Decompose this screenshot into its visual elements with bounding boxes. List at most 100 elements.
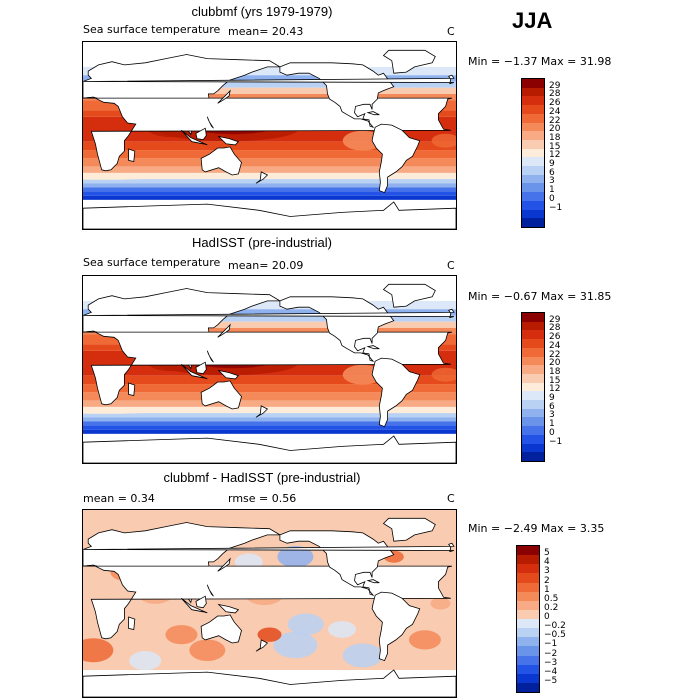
colorbar-swatch	[517, 591, 539, 601]
sst-band	[83, 195, 456, 200]
landmass	[255, 405, 269, 418]
panel-2-colorbar	[521, 312, 545, 462]
landmass	[255, 171, 269, 184]
sst-band	[83, 179, 456, 184]
landmass	[366, 345, 380, 350]
colorbar-tick-label: 9	[549, 393, 555, 404]
landmass	[217, 557, 231, 572]
landmass	[217, 89, 231, 104]
colorbar-swatch	[522, 382, 544, 392]
colorbar-swatch	[517, 646, 539, 656]
landmass	[200, 614, 242, 644]
colorbar-tick-label: 0.5	[544, 593, 559, 604]
landmass	[128, 616, 136, 630]
colorbar-swatch	[522, 339, 544, 348]
colorbar-swatch	[522, 166, 544, 175]
landmass	[128, 148, 136, 162]
colorbar-swatch	[522, 365, 544, 374]
colorbar-tick-label: 0	[549, 193, 555, 204]
colorbar-swatch	[517, 582, 539, 592]
colorbar-tick-label: 1	[549, 185, 555, 196]
sst-band	[83, 429, 456, 434]
colorbar-tick-label: 20	[549, 358, 561, 369]
colorbar-swatch	[517, 619, 539, 629]
colorbar-swatch	[522, 79, 544, 88]
colorbar-tick-label: −1	[544, 639, 558, 650]
landmass	[181, 597, 208, 614]
sst-band	[83, 375, 456, 385]
sst-band	[83, 425, 456, 430]
panel-3-map-svg	[83, 510, 456, 697]
colorbar-tick-label: 12	[549, 384, 561, 395]
colorbar-tick-label: −5	[544, 675, 558, 686]
colorbar-swatch	[522, 443, 544, 453]
colorbar-tick-label: 15	[549, 141, 561, 152]
panel-1-variable-label: Sea surface temperature	[83, 23, 221, 36]
colorbar-tick-label: 0.2	[544, 602, 559, 613]
colorbar-tick-label: 26	[549, 98, 561, 109]
colorbar-swatch	[517, 555, 539, 565]
landmass	[371, 123, 421, 194]
panel-1-min-max: Min = −1.37 Max = 31.98	[468, 55, 612, 68]
diff-anomaly	[287, 613, 324, 636]
colorbar-tick-label: 1	[544, 584, 550, 595]
sst-band	[83, 406, 456, 414]
colorbar-swatch	[522, 321, 544, 331]
colorbar-swatch	[522, 373, 544, 383]
colorbar-tick-label: 4	[544, 557, 550, 568]
colorbar-tick-label: −1	[549, 202, 563, 213]
colorbar-tick-label: 18	[549, 132, 561, 143]
panel-2-title: HadISST (pre-industrial)	[192, 235, 332, 250]
sst-band	[83, 66, 456, 76]
sst-band	[83, 166, 456, 173]
colorbar-tick-label: 29	[549, 80, 561, 91]
colorbar-swatch	[522, 218, 544, 227]
colorbar-swatch	[522, 174, 544, 184]
colorbar-swatch	[522, 200, 544, 210]
landmass	[382, 49, 436, 74]
colorbar-tick-label: 0	[549, 427, 555, 438]
diff-anomaly	[408, 630, 441, 650]
sst-band	[83, 400, 456, 407]
colorbar-tick-label: 22	[549, 349, 561, 360]
colorbar-swatch	[522, 313, 544, 322]
diff-anomaly	[277, 545, 314, 568]
landmass	[181, 363, 208, 380]
landmass	[371, 357, 421, 428]
colorbar-tick-label: −0.5	[544, 630, 566, 641]
colorbar-tick-label: 24	[549, 106, 561, 117]
panel-2-map	[82, 275, 457, 464]
colorbar-tick-label: 15	[549, 375, 561, 386]
landmass	[217, 603, 240, 614]
colorbar-tick-label: 22	[549, 115, 561, 126]
sst-band	[83, 87, 456, 94]
colorbar-tick-label: −3	[544, 657, 558, 668]
colorbar-tick-label: 5	[544, 548, 550, 559]
panel-2-map-svg	[83, 276, 456, 463]
panel-1-colorbar-swatches	[521, 78, 545, 228]
colorbar-swatch	[522, 113, 544, 123]
sst-band	[83, 392, 456, 401]
diff-anomaly	[328, 621, 357, 638]
colorbar-swatch	[522, 417, 544, 427]
landmass	[195, 127, 207, 141]
panel-3-unit: C	[447, 492, 455, 505]
colorbar-tick-label: 26	[549, 332, 561, 343]
colorbar-swatch	[517, 573, 539, 583]
colorbar-tick-label: 6	[549, 401, 555, 412]
sst-band	[83, 417, 456, 422]
colorbar-tick-label: 3	[544, 566, 550, 577]
sst-band	[83, 321, 456, 328]
landmass	[83, 201, 456, 229]
colorbar-swatch	[517, 664, 539, 674]
colorbar-tick-label: 28	[549, 89, 561, 100]
colorbar-swatch	[522, 347, 544, 357]
panel-2-mean: mean= 20.09	[228, 259, 304, 272]
colorbar-swatch	[522, 105, 544, 114]
colorbar-swatch	[517, 600, 539, 610]
landmass	[382, 283, 436, 308]
sst-band	[83, 150, 456, 159]
diff-anomaly	[129, 651, 162, 671]
colorbar-tick-label: −4	[544, 666, 558, 677]
diff-anomaly	[83, 638, 114, 663]
